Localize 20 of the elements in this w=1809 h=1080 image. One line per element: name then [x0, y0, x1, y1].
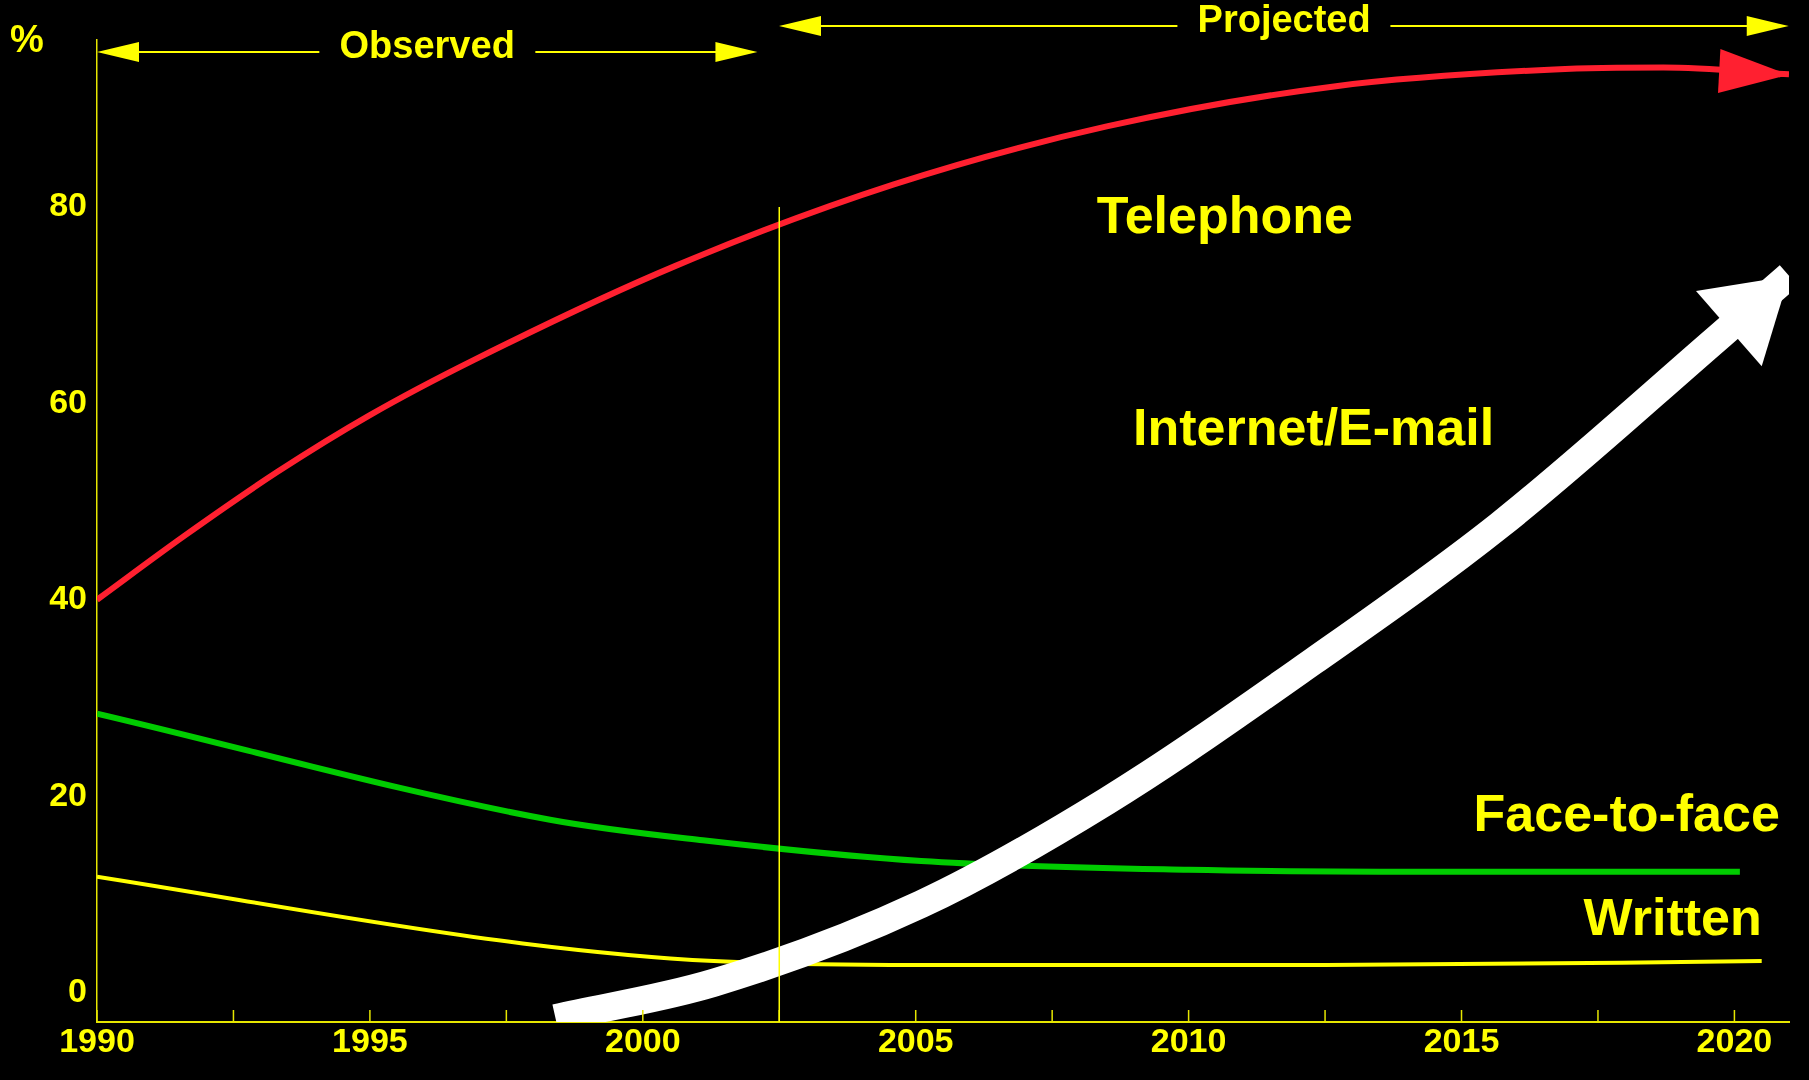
x-tick-label: 2015: [1423, 1020, 1500, 1059]
x-tick-label: 2020: [1696, 1020, 1773, 1059]
series-label: Internet/E-mail: [1132, 397, 1495, 456]
series-label: Face-to-face: [1473, 784, 1780, 843]
annotation: Projected: [1177, 0, 1391, 41]
series-label: Telephone: [1096, 185, 1353, 244]
x-tick-label: 2005: [877, 1020, 954, 1059]
y-axis-title: %: [10, 18, 44, 61]
x-tick-label: 1995: [332, 1020, 408, 1059]
x-tick-label: 2000: [604, 1020, 681, 1059]
series-label: Written: [1583, 888, 1762, 947]
x-tick-label: 1990: [59, 1020, 135, 1059]
y-tick-label: 20: [49, 774, 87, 813]
annotation: Observed: [319, 24, 535, 67]
y-tick-label: 0: [68, 970, 87, 1009]
x-tick-label: 2010: [1150, 1020, 1227, 1059]
y-tick-label: 60: [49, 381, 87, 420]
y-tick-label: 40: [49, 578, 87, 617]
y-tick-label: 80: [49, 185, 87, 224]
line-series: [97, 874, 1764, 968]
